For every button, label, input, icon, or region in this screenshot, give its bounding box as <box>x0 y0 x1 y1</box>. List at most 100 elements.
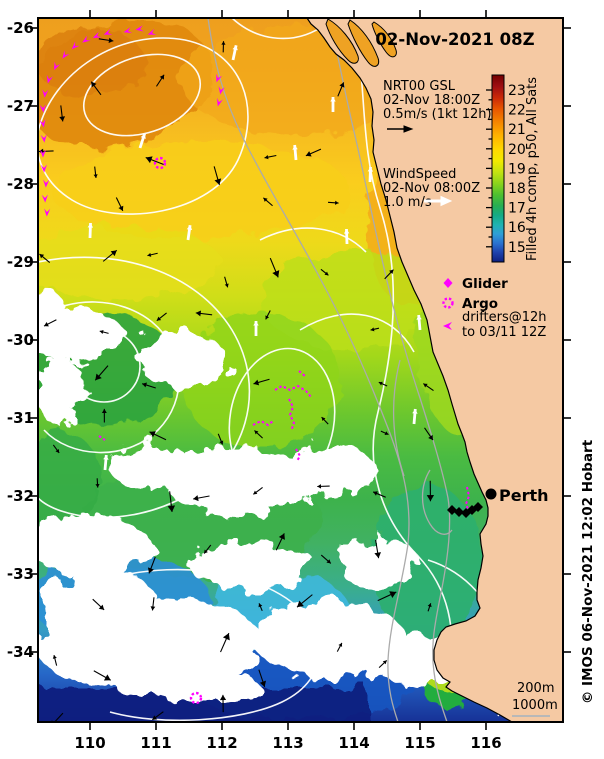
vector-arrowhead <box>93 174 98 178</box>
colorbar-tick-label: 22 <box>508 103 526 119</box>
vector-arrowhead <box>278 533 285 540</box>
map-frame <box>37 17 564 723</box>
vector-arrowhead <box>44 321 49 327</box>
vector-arrowhead <box>103 674 111 681</box>
drifters-legend-line2: to 03/11 12Z <box>462 325 546 340</box>
vector-arrowhead <box>110 250 117 257</box>
vector-arrowhead <box>416 315 422 320</box>
vector-arrowhead <box>219 440 224 445</box>
vector-arrowhead <box>426 495 435 502</box>
vector-arrowhead <box>367 167 374 172</box>
drifter-arrowhead <box>216 73 223 83</box>
argo-legend-icon <box>442 297 454 309</box>
vector-arrowhead <box>39 254 45 259</box>
drifter-arrowhead <box>92 31 102 38</box>
vector-arrowhead <box>95 484 100 488</box>
drifter-arrowhead <box>216 97 223 107</box>
colorbar-tick-label: 15 <box>508 240 526 256</box>
current-vectors <box>38 37 435 722</box>
vector-arrowhead <box>321 417 326 422</box>
x-axis-label: 113 <box>272 734 303 752</box>
vector-arrowhead <box>159 74 165 80</box>
mooring-markers <box>447 502 483 518</box>
vector-arrowhead <box>103 455 109 460</box>
gsl-line1: NRT00 GSL <box>383 79 456 94</box>
vector-arrowhead <box>297 600 304 608</box>
vector-arrowhead <box>292 145 298 150</box>
vector-arrowhead <box>389 591 397 598</box>
vector-arrowhead <box>334 200 339 205</box>
colorbar-tick-labels: 23 22 21 20 19 18 17 16 15 <box>508 83 526 256</box>
drifter-arrowhead <box>123 27 133 34</box>
vector-arrowhead <box>221 41 226 45</box>
vector-arrowhead <box>222 633 230 641</box>
vector-arrowhead <box>253 490 258 495</box>
drifter-arrowhead <box>40 134 47 143</box>
vector-arrowhead <box>253 321 259 326</box>
vector-arrow <box>53 712 64 722</box>
x-axis-label: 116 <box>470 734 501 752</box>
colorbar-tick-label: 19 <box>508 161 526 177</box>
vector-arrowhead <box>214 178 222 185</box>
depth-legend: 200m 1000m <box>512 681 558 717</box>
wind-reference-arrow <box>424 195 453 207</box>
x-axis-label: 111 <box>140 734 171 752</box>
sea-level-contours <box>38 18 510 722</box>
x-axis-label: 114 <box>338 734 369 752</box>
vector-arrowhead <box>98 604 105 610</box>
vector-arrowhead <box>193 495 199 502</box>
vector-arrowhead <box>87 223 94 228</box>
depth-1000m: 1000m <box>512 698 558 713</box>
vector-arrowhead <box>254 430 259 435</box>
vector-arrowhead <box>95 373 102 381</box>
vector-arrowhead <box>195 310 202 317</box>
y-axis-label: -31 <box>7 409 34 427</box>
y-axis-label: -29 <box>7 253 34 271</box>
drifter-arrowhead <box>46 74 53 84</box>
drifter-arrowhead <box>41 194 48 203</box>
colorbar-ticks <box>486 89 492 248</box>
wind-line2: 02-Nov 08:00Z <box>383 181 480 196</box>
vector-arrowhead <box>373 491 378 496</box>
depth-200m: 200m <box>517 681 554 696</box>
vector-arrowhead <box>428 434 433 441</box>
glider-track <box>98 370 471 513</box>
vector-arrowhead <box>423 383 428 388</box>
vector-arrowhead <box>259 680 266 687</box>
vector-arrowhead <box>378 381 383 386</box>
x-axis-label: 115 <box>404 734 435 752</box>
drifter-arrowhead <box>82 35 91 43</box>
x-axis-label: 110 <box>74 734 105 752</box>
vector-arrowhead <box>52 655 57 659</box>
gsl-legend: NRT00 GSL 02-Nov 18:00Z 0.5m/s (1kt 12h) <box>383 79 492 133</box>
gsl-reference-arrow <box>387 125 414 133</box>
vector-arrowhead <box>253 379 260 386</box>
wind-line3: 1.0 m/s <box>383 195 432 210</box>
drifter-arrowhead <box>71 41 80 50</box>
drifter-arrowhead <box>39 119 46 128</box>
drifter-arrowhead <box>44 208 51 217</box>
map-title: 02-Nov-2021 08Z <box>375 30 534 49</box>
x-axis-label: 112 <box>206 734 237 752</box>
y-axis-labels: -26 -27 -28 -29 -30 -31 -32 -33 -34 <box>7 19 34 661</box>
vector-arrowhead <box>264 155 269 160</box>
vector-arrowhead <box>149 431 156 438</box>
colorbar-tick-label: 23 <box>508 83 526 99</box>
vector-arrowhead <box>272 270 280 278</box>
argo-legend-label: Argo <box>462 296 498 312</box>
vector-arrowhead <box>152 715 158 720</box>
vector-arrowhead <box>108 37 114 43</box>
gsl-line3: 0.5m/s (1kt 12h) <box>383 107 492 122</box>
vector-arrowhead <box>147 252 152 257</box>
vector-arrowhead <box>305 151 312 157</box>
vector-arrowhead <box>384 431 389 436</box>
vector-arrowhead <box>224 283 229 288</box>
colorbar-tick-label: 18 <box>508 181 526 197</box>
vector-arrowhead <box>118 205 124 211</box>
vector-arrowhead <box>150 606 156 611</box>
vector-arrowhead <box>186 225 193 230</box>
argo-floats <box>153 156 203 705</box>
city-label: Perth <box>499 486 549 505</box>
vector-arrowhead <box>339 82 345 88</box>
vector-arrowhead <box>99 329 104 334</box>
